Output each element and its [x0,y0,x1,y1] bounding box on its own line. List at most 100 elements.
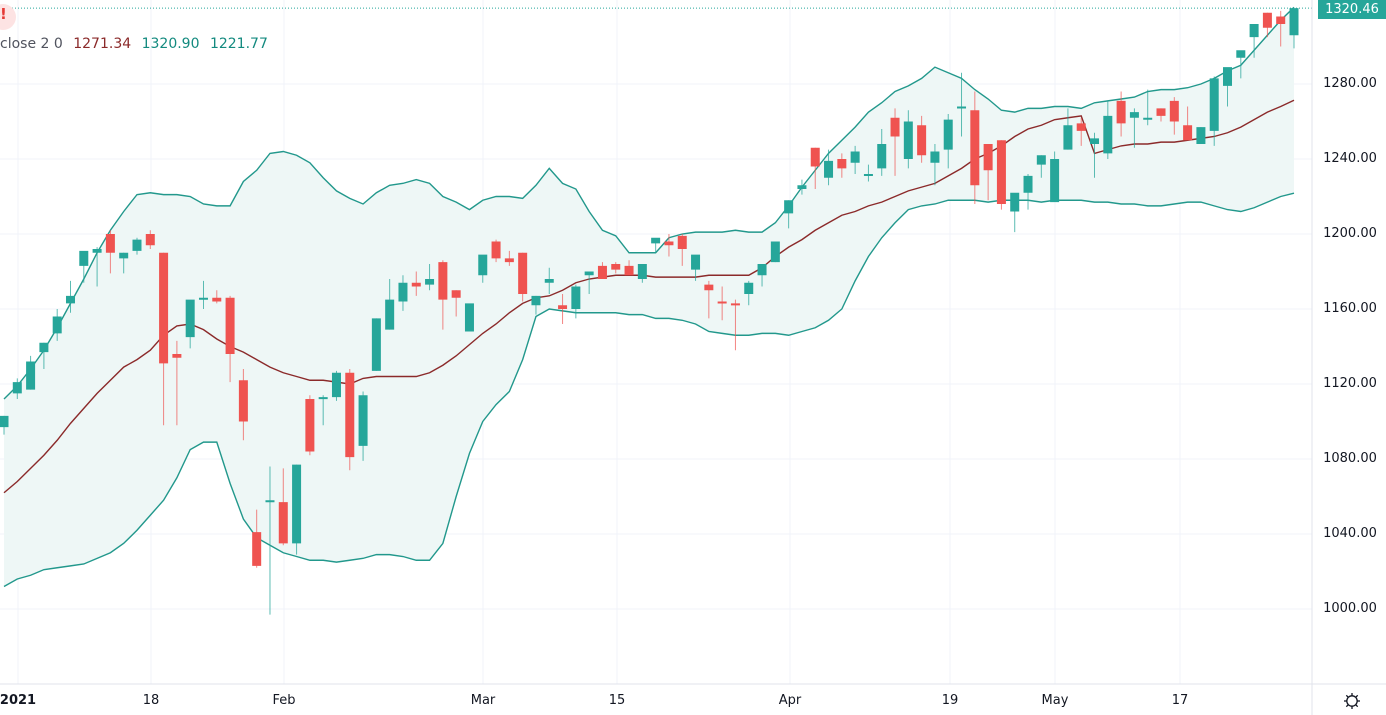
time-tick-label: Apr [778,693,802,708]
candle-body [265,500,275,503]
candle-body [797,185,807,189]
price-tick-label: 1120.00 [1323,376,1377,391]
time-tick-label: 17 [1171,693,1189,708]
candle-body [544,279,554,283]
candle-body [212,297,222,302]
candle-body [1103,115,1113,154]
candle-body [664,241,674,246]
candle-body [1076,123,1086,131]
candle-body [504,258,514,263]
candle-body [584,271,594,276]
candle-body [863,174,873,176]
candle-body [837,159,847,169]
price-tick-label: 1280.00 [1323,76,1377,91]
indicator-upper-value: 1320.90 [141,36,200,52]
candle-body [358,395,368,446]
candle-body [770,241,780,263]
candle-body [611,264,621,270]
candle-body [305,399,315,452]
alert-badge[interactable] [0,4,16,30]
candle-body [704,284,714,291]
candle-body [957,106,967,109]
candle-body [398,282,408,302]
candle-body [558,305,568,309]
candle-body [1010,192,1020,212]
bollinger-band-fill [4,7,1294,587]
candle-body [1169,100,1179,122]
indicator-label: close 2 0 [0,36,63,52]
candle-body [1289,8,1299,36]
candle-body [1036,155,1046,165]
candle-body [39,342,49,353]
time-tick-label: Feb [272,693,296,708]
candle-body [624,265,634,276]
candle-body [132,239,142,251]
candle-body [890,117,900,137]
candle-body [345,372,355,458]
candle-body [385,299,395,330]
candle-body [597,265,607,279]
candle-body [571,286,581,309]
price-tick-label: 1240.00 [1323,151,1377,166]
time-tick-label: Mar [470,693,496,708]
candle-body [784,200,794,214]
candle-body [145,234,155,246]
candle-body [1183,125,1193,141]
time-tick-label: 18 [142,693,160,708]
candle-body [730,303,740,306]
candle-body [1276,16,1286,24]
alert-icon[interactable]: ! [0,5,7,23]
candle-body [930,151,940,163]
price-tick-label: 1160.00 [1323,301,1377,316]
price-tick-label: 1040.00 [1323,526,1377,541]
candle-body [371,318,381,371]
candle-body [996,140,1006,204]
indicator-legend: close 2 0 1271.34 1320.90 1221.77 [0,36,274,52]
candle-body [0,415,9,428]
gear-icon[interactable] [1343,692,1361,710]
candle-body [757,264,767,276]
candle-body [1129,112,1139,118]
candle-body [1209,78,1219,131]
candle-body [943,119,953,150]
bollinger-upper-line [3,6,1295,400]
bollinger-lower-line [3,192,1295,588]
candle-body [318,397,328,400]
candle-body [1262,12,1272,28]
candle-body [92,249,102,253]
candle-body [1090,138,1100,144]
indicator-basis-value: 1271.34 [73,36,132,52]
candle-body [478,254,488,276]
candle-body [411,282,421,287]
candle-body [491,241,501,259]
price-tick-label: 1000.00 [1323,601,1377,616]
time-tick-label: 19 [941,693,959,708]
candle-body [225,297,235,354]
time-tick-label: May [1041,693,1069,708]
candle-body [438,262,448,300]
candle-body [1196,127,1206,144]
candle-body [278,502,288,544]
candle-body [252,532,262,566]
price-tick-label: 1200.00 [1323,226,1377,241]
candle-body [172,354,182,358]
candle-body [1063,125,1073,150]
time-tick-label: 15 [608,693,626,708]
candle-body [1116,100,1126,124]
candle-body [26,361,36,390]
candle-body [877,144,887,169]
candle-body [105,234,115,253]
candle-body [717,301,727,304]
candle-body [52,316,62,334]
candle-body [185,299,195,338]
candle-body [451,290,461,298]
indicator-lower-value: 1221.77 [209,36,268,52]
candle-body [824,160,834,178]
time-tick-label: 2021 [0,693,37,708]
candle-body [651,237,661,244]
price-tick-label: 1080.00 [1323,451,1377,466]
candle-body [464,303,474,332]
candle-body [744,282,754,294]
